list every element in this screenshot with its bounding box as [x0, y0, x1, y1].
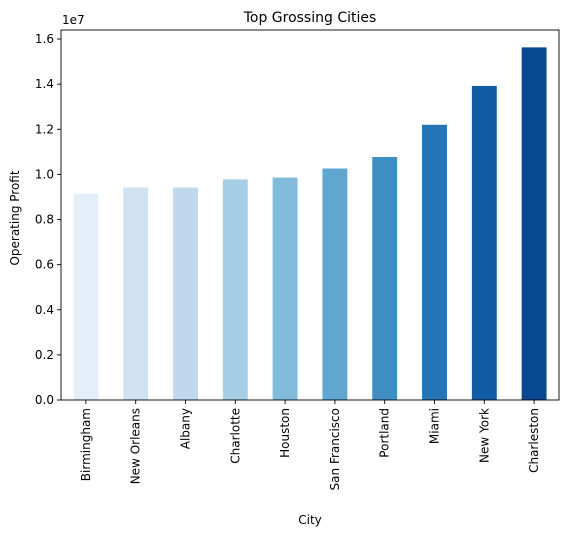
y-offset-text: 1e7	[62, 13, 85, 27]
bar-charleston	[522, 47, 547, 400]
y-tick-label: 1.6	[35, 32, 54, 46]
x-tick-label: Houston	[278, 408, 292, 458]
y-axis-label: Operating Profit	[8, 170, 22, 265]
x-ticks-group: Birmingham New Orleans Albany Charlotte Hous…	[79, 400, 541, 490]
x-tick-label: Charleston	[527, 408, 541, 473]
x-tick-label: Charlotte	[228, 408, 242, 464]
y-tick-label: 0.2	[35, 348, 54, 362]
y-tick-label: 1.0	[35, 167, 54, 181]
x-tick-label: Albany	[179, 408, 193, 449]
bar-new-york	[472, 86, 497, 400]
bar-charlotte	[223, 179, 248, 400]
y-tick-label: 0.8	[35, 213, 54, 227]
bar-san-francisco	[322, 169, 347, 400]
x-tick-label: Portland	[378, 408, 392, 458]
bar-birmingham	[73, 194, 98, 400]
x-axis-label: City	[298, 513, 322, 527]
bar-new-orleans	[123, 187, 148, 400]
bar-miami	[422, 125, 447, 400]
y-ticks-group: 0.0 0.2 0.4 0.6 0.8 1.0 1.2 1.4 1.6	[35, 32, 61, 407]
x-tick-label: Birmingham	[79, 408, 93, 481]
y-tick-label: 1.2	[35, 122, 54, 136]
x-tick-label: San Francisco	[328, 408, 342, 490]
bars-group	[73, 47, 546, 400]
x-tick-label: Miami	[428, 408, 442, 444]
x-tick-label: New York	[477, 408, 491, 463]
y-tick-label: 0.4	[35, 303, 54, 317]
y-tick-label: 1.4	[35, 77, 54, 91]
bar-houston	[273, 178, 298, 400]
x-tick-label: New Orleans	[129, 408, 143, 484]
y-tick-label: 0.6	[35, 258, 54, 272]
bar-albany	[173, 187, 198, 400]
chart-title: Top Grossing Cities	[243, 10, 377, 26]
y-tick-label: 0.0	[35, 393, 54, 407]
bar-portland	[372, 157, 397, 400]
